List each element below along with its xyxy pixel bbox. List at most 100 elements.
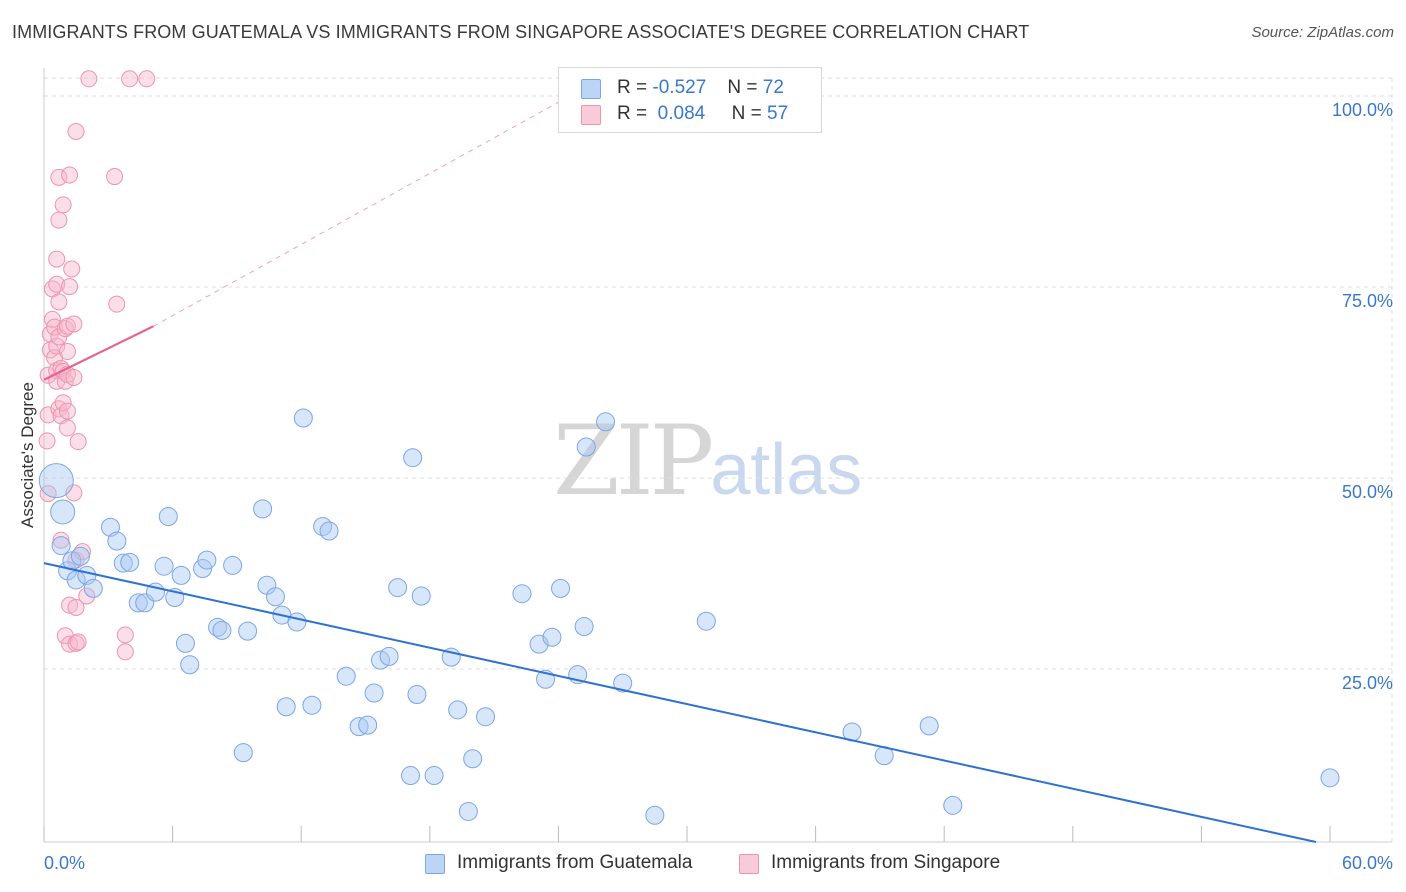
guatemala-point xyxy=(212,620,232,640)
legend-text-guatemala: R = -0.527 N = 72 xyxy=(617,77,784,99)
guatemala-point xyxy=(379,646,399,666)
singapore-point xyxy=(65,368,83,386)
singapore-point xyxy=(61,166,79,184)
guatemala-point xyxy=(943,795,963,815)
legend-n-value: 72 xyxy=(762,77,784,98)
singapore-trend-extension xyxy=(153,95,570,327)
legend-n-label: N = xyxy=(731,103,762,124)
singapore-point xyxy=(56,320,74,338)
singapore-point xyxy=(50,168,68,186)
guatemala-point xyxy=(238,621,258,641)
singapore-point xyxy=(56,372,74,390)
guatemala-point xyxy=(83,578,103,598)
guatemala-point xyxy=(50,499,76,525)
legend-r-label: R = xyxy=(617,103,648,124)
legend-r-value: 0.084 xyxy=(657,103,706,124)
x-tick-label: 60.0% xyxy=(1342,853,1393,873)
guatemala-point xyxy=(411,586,431,606)
guatemala-point xyxy=(458,801,478,821)
bottom-legend-swatch-blue xyxy=(425,854,445,874)
singapore-point xyxy=(61,596,79,614)
y-tick-label: 25.0% xyxy=(1342,673,1393,693)
guatemala-trend-line xyxy=(43,562,1317,843)
guatemala-point xyxy=(403,448,423,468)
singapore-point xyxy=(78,587,96,605)
singapore-point xyxy=(106,168,124,186)
singapore-point xyxy=(121,70,139,88)
guatemala-point xyxy=(287,612,307,632)
guatemala-point xyxy=(113,553,133,573)
guatemala-point xyxy=(358,715,378,735)
legend-text-singapore: R = 0.084 N = 57 xyxy=(617,103,788,125)
guatemala-point xyxy=(551,578,571,598)
guatemala-points xyxy=(38,408,1340,825)
axes xyxy=(43,68,1392,843)
singapore-point xyxy=(50,293,68,311)
singapore-point xyxy=(69,433,87,451)
singapore-point xyxy=(46,318,64,336)
watermark-zip: ZIP xyxy=(553,405,714,517)
guatemala-point xyxy=(463,749,483,769)
guatemala-point xyxy=(158,507,178,527)
singapore-point xyxy=(61,278,79,296)
guatemala-point xyxy=(107,531,127,551)
singapore-point xyxy=(48,275,66,293)
guatemala-point xyxy=(336,666,356,686)
singapore-point xyxy=(69,633,87,651)
guatemala-point xyxy=(424,766,444,786)
singapore-point xyxy=(65,315,83,333)
singapore-point xyxy=(67,122,85,140)
guatemala-point xyxy=(1320,768,1340,788)
singapore-trend-line xyxy=(43,325,154,381)
watermark-atlas: atlas xyxy=(710,430,863,510)
guatemala-point xyxy=(919,716,939,736)
guatemala-point xyxy=(574,617,594,637)
guatemala-point xyxy=(576,437,596,457)
singapore-point xyxy=(50,211,68,229)
guatemala-point xyxy=(448,700,468,720)
chart-title: IMMIGRANTS FROM GUATEMALA VS IMMIGRANTS … xyxy=(12,22,1030,42)
guatemala-point xyxy=(319,521,339,541)
guatemala-point xyxy=(233,743,253,763)
legend-swatch-pink xyxy=(581,105,601,125)
singapore-point xyxy=(65,484,83,502)
x-tick-label: 0.0% xyxy=(44,853,85,873)
guatemala-point xyxy=(407,685,427,705)
guatemala-point xyxy=(171,565,191,585)
guatemala-point xyxy=(364,683,384,703)
guatemala-point xyxy=(596,412,616,432)
guatemala-point xyxy=(645,805,665,825)
y-axis-label: Associate's Degree xyxy=(18,382,37,528)
guatemala-point xyxy=(223,555,243,575)
legend-n-value: 57 xyxy=(767,103,789,124)
singapore-point xyxy=(58,419,76,437)
guatemala-point xyxy=(696,611,716,631)
bottom-legend-swatch-pink xyxy=(739,854,759,874)
singapore-point xyxy=(52,531,70,549)
trend-lines xyxy=(43,95,1317,843)
singapore-point xyxy=(54,196,72,214)
guatemala-point xyxy=(175,633,195,653)
y-tick-label: 100.0% xyxy=(1332,100,1393,120)
guatemala-point xyxy=(70,546,90,566)
singapore-point xyxy=(58,343,76,361)
guatemala-point xyxy=(265,587,285,607)
singapore-point xyxy=(108,295,126,313)
source-label: Source: ZipAtlas.com xyxy=(1251,24,1394,41)
singapore-point xyxy=(58,317,76,335)
guatemala-point xyxy=(293,408,313,428)
guatemala-point xyxy=(180,655,200,675)
guatemala-point xyxy=(512,584,532,604)
guatemala-point xyxy=(401,766,421,786)
singapore-point xyxy=(39,406,57,424)
bottom-legend-label: Immigrants from Singapore xyxy=(771,852,1001,873)
singapore-point xyxy=(138,70,156,88)
singapore-point xyxy=(80,70,98,88)
singapore-point xyxy=(54,394,72,412)
y-tick-label: 75.0% xyxy=(1342,291,1393,311)
guatemala-point xyxy=(120,552,140,572)
singapore-point xyxy=(116,643,134,661)
guatemala-point xyxy=(302,695,322,715)
guatemala-point xyxy=(197,550,217,570)
